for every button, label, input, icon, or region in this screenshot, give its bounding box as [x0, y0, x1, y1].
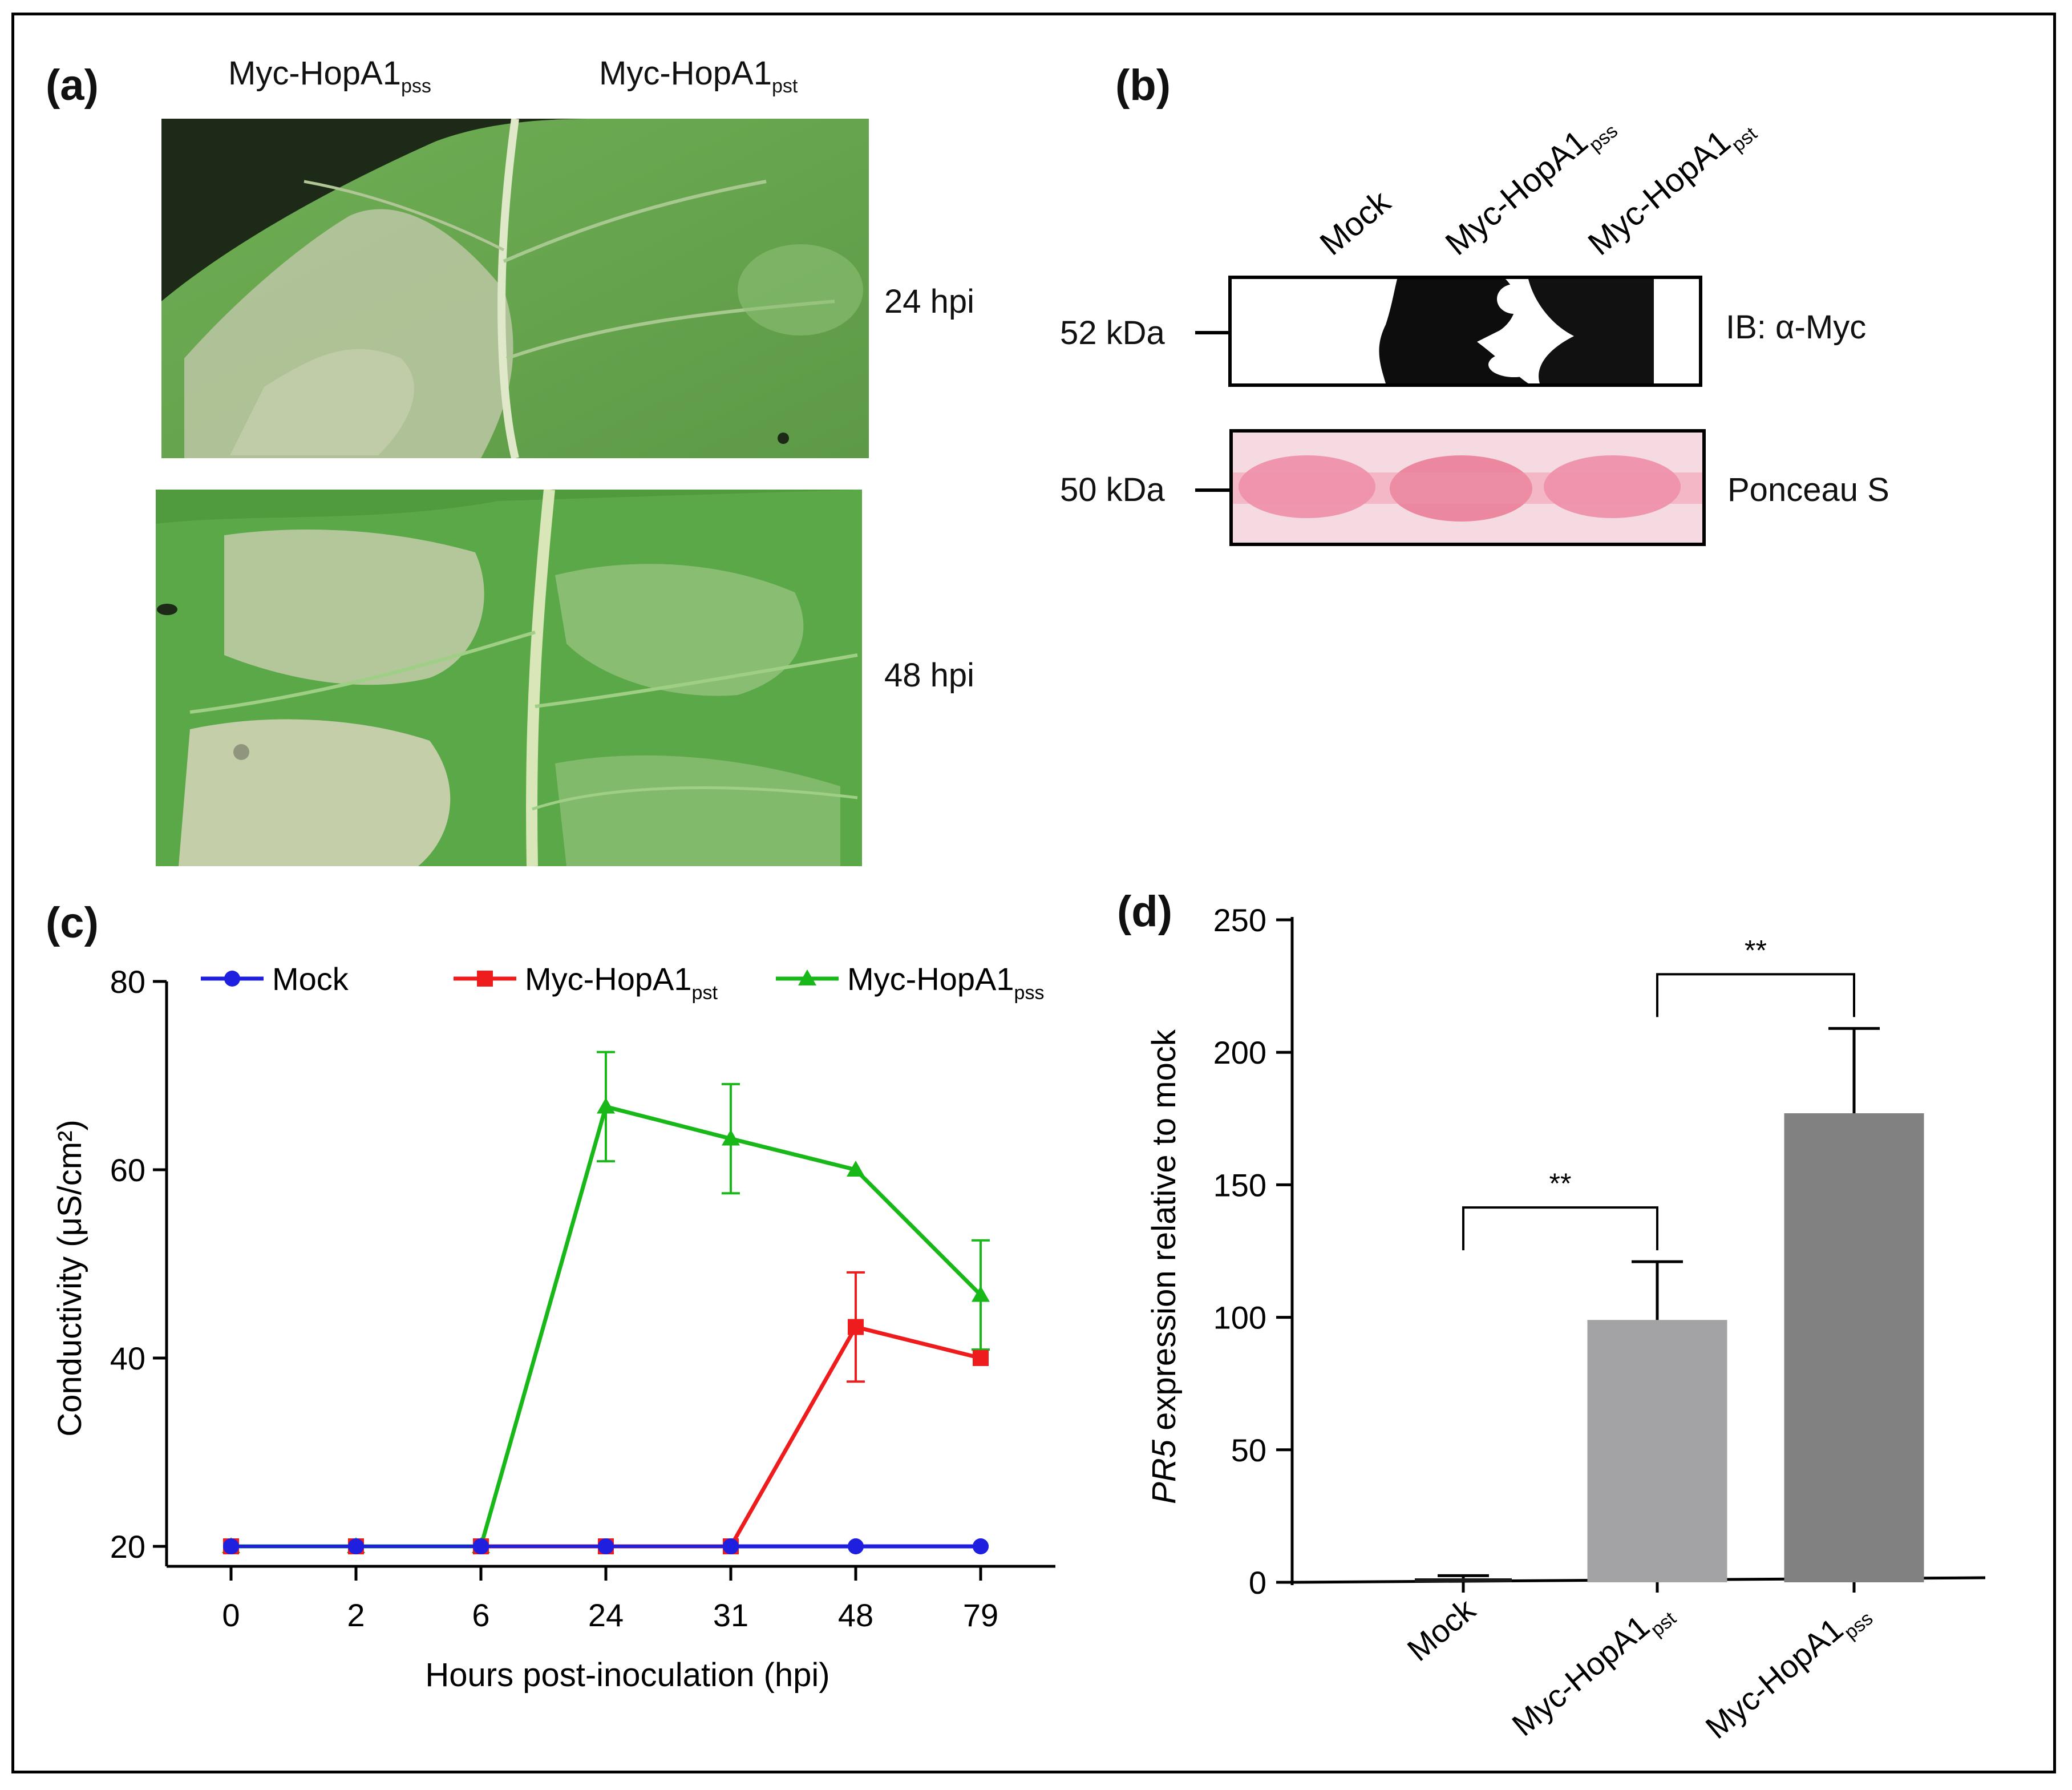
- data-point: [597, 1097, 615, 1114]
- significance-bracket: [1462, 1206, 1658, 1251]
- size-marker-line: [1195, 331, 1229, 334]
- ponceau-stain-blot: [1229, 429, 1706, 546]
- y-tick-label: 150: [1213, 1167, 1266, 1203]
- x-tick-label: 48: [838, 1597, 873, 1633]
- lane-label-mock: Mock: [1313, 183, 1398, 262]
- x-tick-label: 6: [472, 1597, 489, 1633]
- figure-frame: [11, 13, 2056, 1773]
- label-main: Myc-HopA1: [599, 55, 772, 92]
- label-subscript: pst: [771, 75, 798, 97]
- y-tick-label: 60: [110, 1152, 145, 1188]
- data-point: [848, 1538, 864, 1554]
- y-tick-label: 0: [1249, 1565, 1266, 1601]
- label-subscript: pss: [400, 75, 431, 97]
- series-line: [231, 1324, 981, 1549]
- x-axis-label: Hours post-inoculation (hpi): [425, 1656, 829, 1694]
- panel-d-letter: (d): [1117, 887, 1173, 936]
- data-point: [973, 1350, 989, 1366]
- y-tick-label: 50: [1231, 1432, 1266, 1468]
- size-marker-line: [1195, 488, 1229, 492]
- data-point: [598, 1538, 614, 1554]
- blot-size-50kda: 50 kDa: [1060, 471, 1165, 508]
- blot-label-ponceau: Ponceau S: [1727, 471, 1889, 508]
- x-tick-label: 0: [222, 1597, 240, 1633]
- pr5-expression-bar-chart: 0 50 100 150 200 250 PR5 expression relative t…: [1146, 902, 1986, 1751]
- panel-a-column-label-pss: Myc-HopA1pss: [228, 57, 431, 96]
- blot-label-ib-myc: IB: α-Myc: [1726, 309, 1867, 346]
- data-point: [223, 1538, 239, 1554]
- row-label-48hpi: 48 hpi: [884, 657, 975, 694]
- panel-b-letter: (b): [1115, 61, 1171, 110]
- y-tick-label: 20: [110, 1529, 145, 1565]
- panel-a-letter: (a): [46, 61, 99, 110]
- blot-size-52kda: 52 kDa: [1060, 314, 1165, 351]
- significance-label: **: [1549, 1167, 1572, 1199]
- label-main: Myc-HopA1: [228, 55, 401, 92]
- legend-label: Myc-HopA1pss: [847, 961, 1044, 1004]
- y-tick-label: 100: [1213, 1300, 1266, 1336]
- leaf-photo-48hpi: [156, 490, 862, 866]
- y-axis-label: Conductivity (μS/cm²): [51, 1120, 88, 1437]
- data-point: [473, 1538, 489, 1554]
- legend-label: Myc-HopA1pst: [525, 961, 718, 1004]
- x-tick-label: Mock: [1401, 1591, 1483, 1668]
- legend-label: Mock: [272, 961, 349, 997]
- x-tick-label: 2: [347, 1597, 365, 1633]
- bar: [1784, 1113, 1924, 1582]
- data-point: [847, 1161, 865, 1177]
- x-tick-label: 79: [963, 1597, 998, 1633]
- data-point: [973, 1538, 989, 1554]
- x-tick-label: 31: [713, 1597, 748, 1633]
- x-tick-label: Myc-HopA1pst: [1505, 1591, 1680, 1748]
- row-label-24hpi: 24 hpi: [884, 283, 975, 320]
- data-point: [723, 1538, 739, 1554]
- lane-labels: Mock Myc-HopA1pss Myc-HopA1pst: [1313, 120, 1762, 262]
- legend-marker: [798, 969, 816, 985]
- y-tick-label: 80: [110, 964, 145, 1000]
- panel-a-column-label-pst: Myc-HopA1pst: [599, 57, 798, 96]
- data-point: [848, 1319, 864, 1335]
- legend-marker: [224, 971, 240, 987]
- y-tick-label: 40: [110, 1340, 145, 1376]
- data-point: [348, 1538, 364, 1554]
- significance-bracket: [1656, 973, 1855, 1017]
- significance-label: **: [1745, 934, 1767, 966]
- panel-c-letter: (c): [46, 899, 99, 947]
- data-point: [722, 1129, 740, 1146]
- y-tick-label: 200: [1213, 1035, 1266, 1070]
- y-axis-label: PR5 expression relative to mock: [1146, 1029, 1183, 1504]
- data-point: [972, 1286, 990, 1302]
- leaf-photo-24hpi: [161, 119, 869, 458]
- x-tick-label: 24: [588, 1597, 624, 1633]
- x-tick-label: Myc-HopA1pss: [1699, 1591, 1877, 1751]
- bar: [1415, 1578, 1512, 1582]
- western-blot-myc: [1228, 276, 1702, 387]
- bar: [1587, 1320, 1727, 1582]
- series-line: [231, 1104, 982, 1549]
- conductivity-line-chart: 20 40 60 80 0 2 6 24 31 48 79 Hours post-inoculatio…: [51, 961, 1055, 1694]
- legend-marker: [477, 971, 493, 987]
- y-tick-label: 250: [1213, 902, 1266, 938]
